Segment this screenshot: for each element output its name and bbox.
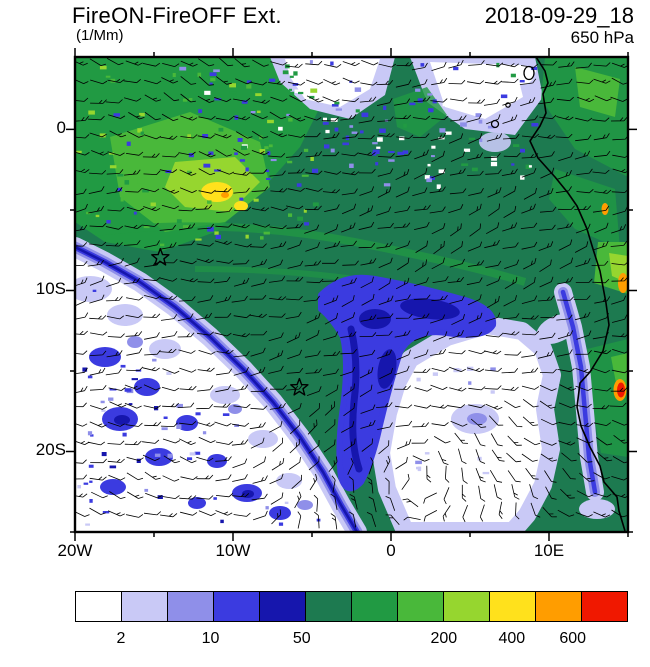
colorbar-cell [305, 591, 352, 622]
y-axis-label-10s: 10S [35, 279, 66, 299]
colorbar-tick-label: 10 [201, 630, 220, 647]
region-blue-tongue [318, 274, 497, 492]
colorbar-cell [259, 591, 306, 622]
colorbar-tick-label: 200 [430, 630, 458, 647]
colorbar-cell [75, 591, 122, 622]
plot-units-label: (1/Mm) [76, 27, 124, 44]
x-axis-label-20w: 20W [57, 541, 93, 560]
colorbar [75, 591, 628, 622]
star-markers [151, 247, 309, 396]
island-principe [505, 102, 511, 108]
wind-barbs [75, 57, 628, 530]
axis-ticks [66, 48, 637, 541]
colorbar-tick-label: 600 [559, 630, 587, 647]
colorbar-cell [489, 591, 536, 622]
plot-pressure-level: 650 hPa [570, 28, 634, 47]
coastal-blue-band [560, 289, 598, 495]
x-axis-label-10e: 10E [533, 541, 565, 560]
plot-title: FireON-FireOFF Ext. [72, 3, 282, 28]
colorbar-cell [397, 591, 444, 622]
colorbar-tick-label: 400 [498, 630, 526, 647]
x-axis-label-0: 0 [386, 541, 396, 560]
colorbar-cell [535, 591, 582, 622]
colorbar-cell [443, 591, 490, 622]
colorbar-tick-label: 2 [116, 630, 126, 647]
colorbar-tick-label: 50 [292, 630, 311, 647]
colorbar-cell [581, 591, 628, 622]
y-axis-label-eq: 0 [56, 118, 66, 138]
star-marker [151, 247, 170, 266]
contour-field [75, 57, 628, 532]
y-axis-label-20s: 20S [35, 440, 66, 460]
colorbar-labels: 2 10 50 200 400 600 [75, 630, 628, 650]
plot-frame [73, 55, 630, 534]
region-coast-orange [618, 273, 628, 293]
colorbar-cell [121, 591, 168, 622]
colorbar-cell [167, 591, 214, 622]
coastline-path [529, 57, 626, 532]
plot-datetime: 2018-09-29_18 [484, 3, 634, 28]
colorbar-cell [351, 591, 398, 622]
colorbar-cell [213, 591, 260, 622]
star-marker [290, 377, 309, 396]
x-axis-label-10w: 10W [215, 541, 251, 560]
map-plot [66, 48, 637, 541]
